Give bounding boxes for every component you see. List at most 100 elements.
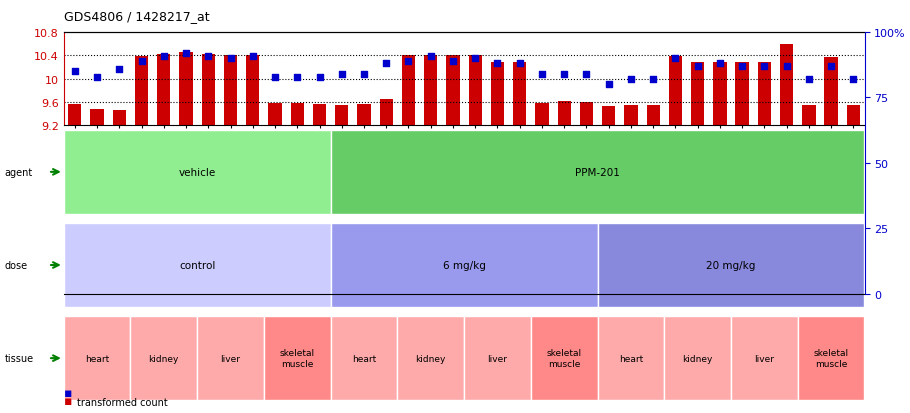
Point [112,66,126,73]
Text: transformed count: transformed count [77,397,168,407]
FancyBboxPatch shape [531,316,598,400]
Text: skeletal
muscle: skeletal muscle [279,349,315,368]
FancyBboxPatch shape [464,316,531,400]
Point [512,61,527,68]
Point [557,71,571,78]
Bar [735,118,749,294]
Bar [179,90,193,294]
Point [490,61,505,68]
Text: kidney: kidney [416,354,446,363]
Point [713,61,727,68]
Bar [602,240,615,294]
FancyBboxPatch shape [598,316,664,400]
Point [67,69,82,76]
Point [135,58,149,65]
Bar [824,102,838,294]
Point [201,53,216,60]
Point [379,61,393,68]
FancyBboxPatch shape [64,131,330,214]
FancyBboxPatch shape [197,316,264,400]
Bar [713,118,726,294]
FancyBboxPatch shape [664,316,731,400]
Text: GDS4806 / 1428217_at: GDS4806 / 1428217_at [64,10,209,23]
FancyBboxPatch shape [798,316,864,400]
Bar [669,100,682,294]
Bar [313,234,326,294]
Point [779,64,794,70]
Text: vehicle: vehicle [178,167,216,178]
Point [157,53,171,60]
Point [246,53,260,60]
Text: ▪: ▪ [64,394,72,407]
Text: liver: liver [754,354,774,363]
Bar [424,97,438,294]
FancyBboxPatch shape [264,316,330,400]
Point [290,74,305,81]
Bar [358,235,370,294]
Text: PPM-201: PPM-201 [575,167,620,178]
Text: tissue: tissue [5,353,34,363]
Bar [446,97,460,294]
Text: skeletal
muscle: skeletal muscle [547,349,581,368]
Point [312,74,327,81]
Bar [535,232,549,294]
Bar [580,229,593,294]
Bar [513,118,526,294]
FancyBboxPatch shape [731,316,798,400]
Bar [113,252,126,294]
FancyBboxPatch shape [130,316,197,400]
Text: heart: heart [85,354,109,363]
Bar [402,97,415,294]
Text: agent: agent [5,167,33,178]
Bar [780,66,794,294]
Bar [758,118,771,294]
Bar [224,97,238,294]
Point [646,77,661,83]
Point [824,64,838,70]
Bar [246,97,259,294]
Bar [68,234,82,294]
FancyBboxPatch shape [330,316,398,400]
Point [335,71,349,78]
Text: 6 mg/kg: 6 mg/kg [442,260,486,271]
FancyBboxPatch shape [398,316,464,400]
Text: 20 mg/kg: 20 mg/kg [706,260,755,271]
Text: ▪: ▪ [64,386,72,399]
Bar [90,248,104,294]
Text: liver: liver [488,354,508,363]
Bar [290,230,304,294]
FancyBboxPatch shape [598,223,864,307]
Point [223,56,238,62]
Point [468,56,482,62]
Point [90,74,105,81]
Point [691,64,705,70]
Bar [469,97,482,294]
Bar [335,237,349,294]
Text: skeletal
muscle: skeletal muscle [814,349,849,368]
Text: liver: liver [220,354,240,363]
FancyBboxPatch shape [64,316,130,400]
Bar [157,93,170,294]
Bar [558,225,571,294]
Bar [646,237,660,294]
Bar [624,237,638,294]
Text: heart: heart [619,354,643,363]
Bar [490,118,504,294]
Bar [691,118,704,294]
Bar [135,100,148,294]
Bar [803,237,815,294]
Point [668,56,682,62]
Point [846,77,861,83]
Point [357,71,371,78]
Point [579,71,593,78]
Point [735,64,750,70]
Bar [202,93,215,294]
Bar [846,238,860,294]
Point [602,82,616,88]
FancyBboxPatch shape [330,131,864,214]
Text: dose: dose [5,260,27,271]
Text: kidney: kidney [682,354,713,363]
Text: heart: heart [352,354,376,363]
Point [446,58,460,65]
Point [535,71,550,78]
